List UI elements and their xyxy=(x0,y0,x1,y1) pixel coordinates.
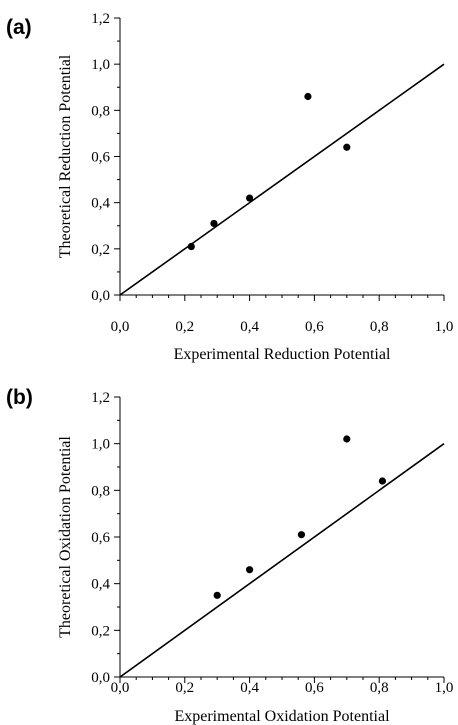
x-tick-label: 0,0 xyxy=(111,680,130,696)
y-tick-label: 0,8 xyxy=(91,483,110,499)
data-point xyxy=(213,591,221,599)
y-tick-label: 1,0 xyxy=(91,57,110,73)
y-axis-title: Theoretical Reduction Potential xyxy=(57,54,74,258)
x-tick-label: 0,2 xyxy=(175,319,194,335)
data-point xyxy=(343,435,351,443)
y-tick-label: 0,6 xyxy=(91,150,110,166)
x-tick-label: 0,4 xyxy=(240,680,259,696)
data-point xyxy=(246,566,254,574)
y-tick-label: 0,8 xyxy=(91,103,110,119)
y-tick-label: 1,0 xyxy=(91,437,110,453)
data-point xyxy=(304,92,312,101)
reference-line xyxy=(119,443,445,678)
x-tick-label: 0,4 xyxy=(240,319,259,335)
y-tick-label: 0,6 xyxy=(91,530,110,546)
y-tick-label: 0,0 xyxy=(91,288,110,304)
data-point xyxy=(343,143,351,151)
x-tick-label: 0,8 xyxy=(370,680,389,696)
y-axis-title: Theoretical Oxidation Potential xyxy=(57,436,74,638)
data-point xyxy=(246,194,254,202)
x-tick-label: 0,2 xyxy=(175,680,194,696)
y-tick-label: 1,2 xyxy=(91,11,110,27)
x-axis-title: Experimental Oxidation Potential xyxy=(174,708,390,725)
y-tick-label: 0,4 xyxy=(91,196,110,212)
data-point xyxy=(297,531,306,539)
y-tick-label: 1,2 xyxy=(91,390,110,406)
y-tick-label: 0,2 xyxy=(91,623,110,639)
y-tick-label: 0,0 xyxy=(91,670,110,686)
x-tick-label: 0,0 xyxy=(111,319,130,335)
x-axis-title: Experimental Reduction Potential xyxy=(174,346,391,363)
data-point xyxy=(210,219,218,228)
chart-panel-a: (a) 0,0 0,2 0,4 0,6 0,8 1,0 1,2 0,0 0,2 0,4 0,6 0,8 1… xyxy=(6,11,453,363)
data-point xyxy=(187,242,195,251)
x-tick-label: 0,6 xyxy=(305,319,324,335)
y-tick-label: 0,2 xyxy=(91,242,110,258)
panel-label: (a) xyxy=(6,16,32,39)
reference-line xyxy=(119,63,445,296)
panel-label: (b) xyxy=(6,386,33,409)
y-tick-label: 0,4 xyxy=(91,577,110,593)
x-tick-label: 1,0 xyxy=(435,680,454,696)
data-point xyxy=(378,477,387,485)
x-tick-label: 0,6 xyxy=(305,680,324,696)
x-tick-label: 0,8 xyxy=(370,319,389,335)
x-tick-label: 1,0 xyxy=(435,319,454,335)
chart-panel-b: (b) 0,0 0,2 0,4 0,6 0,8 1,0 1,2 0,0 0,2 0,4 0,6 0,8 1… xyxy=(6,386,453,725)
